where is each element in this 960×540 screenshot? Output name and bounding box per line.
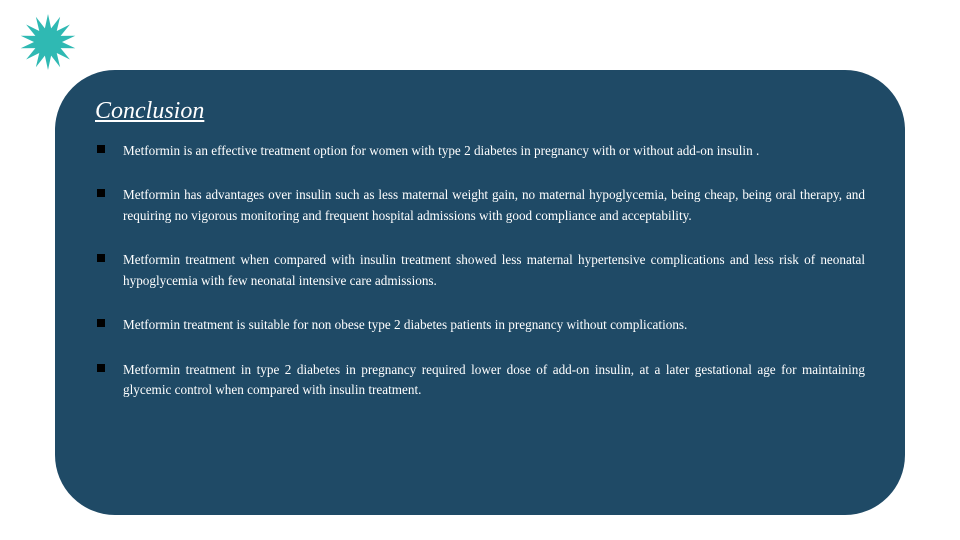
starburst-icon (18, 12, 78, 72)
list-item: Metformin is an effective treatment opti… (95, 141, 865, 161)
bullet-list: Metformin is an effective treatment opti… (95, 141, 865, 401)
list-item: Metformin treatment in type 2 diabetes i… (95, 360, 865, 401)
list-item: Metformin treatment when compared with i… (95, 250, 865, 291)
starburst-polygon (21, 14, 76, 70)
list-item: Metformin has advantages over insulin su… (95, 185, 865, 226)
conclusion-panel: Conclusion Metformin is an effective tre… (55, 70, 905, 515)
panel-title: Conclusion (95, 98, 865, 125)
list-item: Metformin treatment is suitable for non … (95, 315, 865, 335)
